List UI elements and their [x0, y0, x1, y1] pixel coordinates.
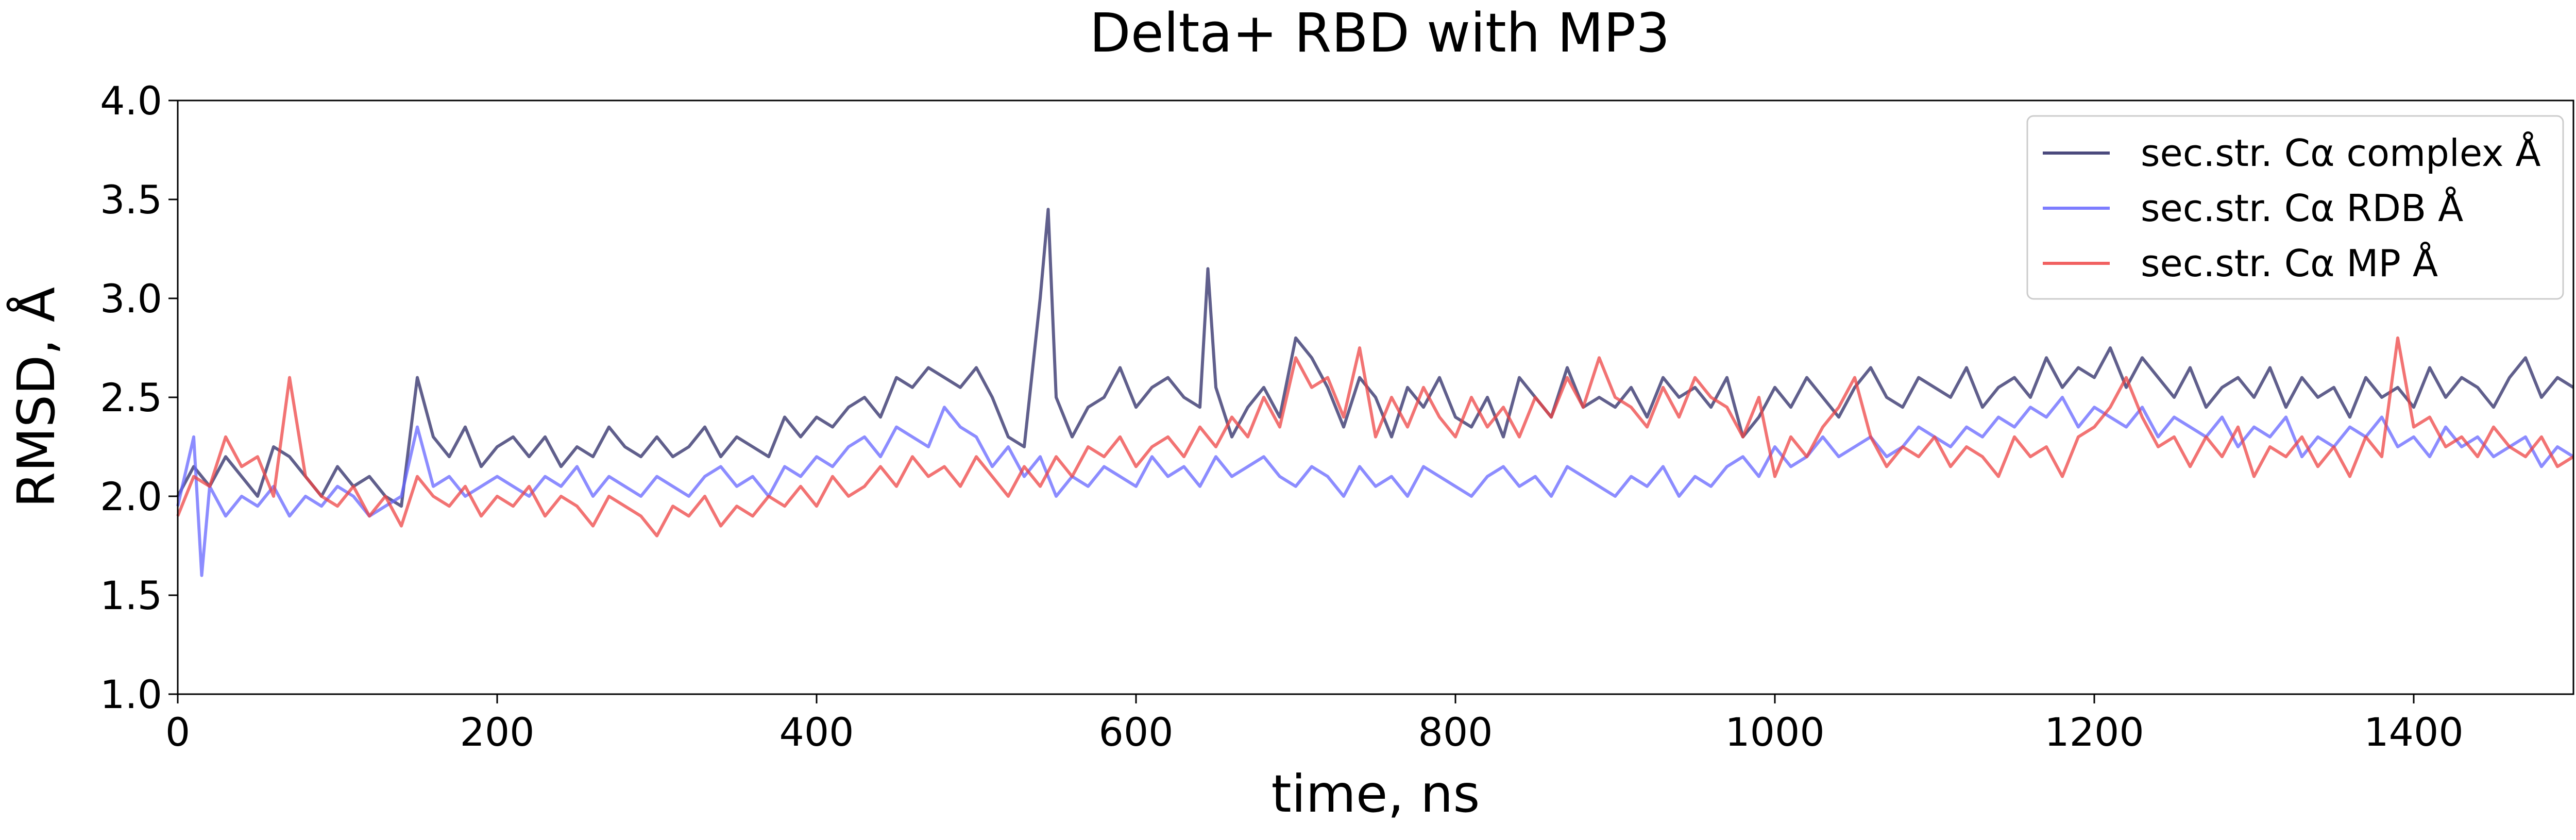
- chart-title: Delta+ RBD with MP3: [1090, 2, 1670, 64]
- y-tick-label: 3.5: [100, 177, 162, 223]
- legend: sec.str. Cα complex Å sec.str. Cα RDB Å se…: [2026, 115, 2564, 300]
- x-tick-label: 1400: [2364, 709, 2463, 755]
- y-tick-label: 2.5: [100, 375, 162, 421]
- legend-box: [2026, 115, 2564, 300]
- x-tick-label: 0: [165, 709, 190, 755]
- y-tick-label: 2.0: [100, 474, 162, 519]
- legend-label-2: sec.str. Cα RDB Å: [2141, 187, 2463, 230]
- x-tick-label: 400: [779, 709, 854, 755]
- plot-series-group: [176, 208, 2574, 577]
- series-line-2: [176, 396, 2574, 577]
- x-tick-label: 1200: [2044, 709, 2144, 755]
- y-tick-label: 4.0: [100, 78, 162, 124]
- y-axis-ticks: 1.0 1.5 2.0 2.5 3.0 3.5 4.0: [100, 78, 178, 717]
- x-axis-label: time, ns: [1272, 764, 1480, 824]
- y-tick-label: 3.0: [100, 276, 162, 322]
- x-tick-label: 200: [460, 709, 534, 755]
- x-tick-label: 800: [1418, 709, 1493, 755]
- y-axis-label: RMSD, Å: [6, 287, 66, 508]
- y-tick-label: 1.5: [100, 573, 162, 618]
- x-axis-ticks: 0 200 400 600 800 1000 1200 1400: [165, 694, 2464, 755]
- x-tick-label: 600: [1098, 709, 1173, 755]
- legend-label-3: sec.str. Cα MP Å: [2141, 242, 2438, 285]
- y-tick-label: 1.0: [100, 671, 162, 717]
- x-tick-label: 1000: [1725, 709, 1824, 755]
- legend-label-1: sec.str. Cα complex Å: [2141, 131, 2541, 175]
- series-line-3: [176, 336, 2574, 537]
- series-line-1: [176, 208, 2574, 508]
